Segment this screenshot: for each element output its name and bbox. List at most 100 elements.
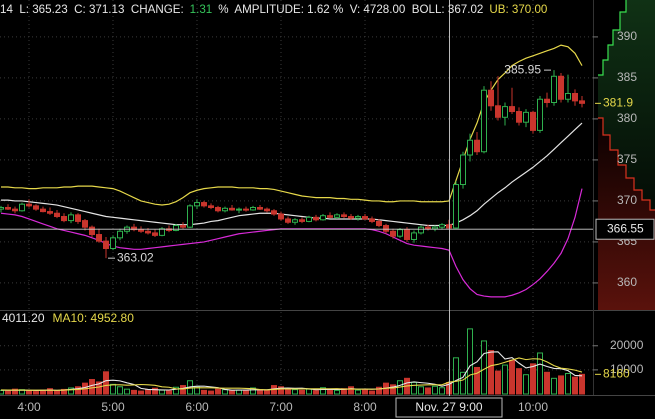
volume-header: 4011.20 bbox=[2, 311, 45, 325]
candle-body bbox=[453, 184, 459, 229]
candle-body bbox=[68, 214, 74, 222]
volume-bar bbox=[523, 374, 529, 395]
candle-body bbox=[89, 226, 95, 236]
candle-body bbox=[5, 206, 11, 210]
volume-bar bbox=[110, 383, 116, 395]
candle-body bbox=[467, 139, 473, 156]
volume-bar bbox=[131, 389, 137, 395]
volume-bar bbox=[551, 377, 557, 395]
header: 14 L: 365.23 C: 371.13 CHANGE: 1.31 % AMPL… bbox=[0, 2, 553, 18]
volume-bar bbox=[5, 390, 11, 395]
volume-bar bbox=[572, 376, 578, 395]
volume-bar bbox=[138, 390, 144, 395]
volume-bar bbox=[418, 386, 424, 395]
volume-bar bbox=[222, 389, 228, 395]
candle-body bbox=[432, 226, 438, 230]
x-tick-label: 10:00 bbox=[518, 400, 548, 414]
crosshair-time-label: Nov. 27 9:00 bbox=[415, 400, 482, 414]
candle-body bbox=[75, 214, 81, 222]
volume-bar bbox=[565, 373, 571, 395]
last-price-label: 381.9 bbox=[603, 96, 633, 110]
candle-body bbox=[502, 106, 508, 118]
y-tick-label: 375 bbox=[617, 152, 637, 166]
volume-bar bbox=[467, 328, 473, 395]
candle-body bbox=[362, 216, 368, 220]
volume-bar bbox=[180, 385, 186, 395]
volume-bar bbox=[348, 386, 354, 395]
high-annotation: 385.95 bbox=[504, 62, 541, 76]
volume-bar bbox=[411, 381, 417, 395]
candle-body bbox=[117, 230, 123, 239]
volume-bar bbox=[502, 364, 508, 395]
candle-body bbox=[383, 225, 389, 232]
candle-body bbox=[264, 208, 270, 212]
volume-bar bbox=[229, 389, 235, 395]
volume-bar bbox=[215, 388, 221, 395]
header-item: % AMPLITUDE: 1.62 % V: 4728.00 BOLL: 367… bbox=[218, 3, 484, 16]
candle-body bbox=[558, 75, 564, 100]
candle-body bbox=[96, 234, 102, 242]
candle-body bbox=[285, 218, 291, 223]
candle-body bbox=[397, 229, 403, 237]
candle-body bbox=[488, 89, 494, 107]
candle-body bbox=[229, 207, 235, 211]
candle-body bbox=[145, 230, 151, 234]
candle-body bbox=[474, 139, 480, 153]
low-annotation: 363.02 bbox=[117, 250, 154, 264]
volume-bar bbox=[313, 390, 319, 395]
candle-body bbox=[334, 214, 340, 218]
y-tick-label: 10000 bbox=[610, 362, 644, 376]
candle-body bbox=[19, 203, 25, 212]
y-tick-label: 360 bbox=[617, 275, 637, 289]
volume-bar bbox=[201, 389, 207, 395]
volume-bar bbox=[453, 357, 459, 395]
candle-body bbox=[425, 226, 431, 230]
candle-body bbox=[243, 208, 249, 211]
candle-body bbox=[152, 232, 158, 236]
volume-ma-line bbox=[0, 357, 583, 391]
volume-bar bbox=[327, 389, 333, 395]
volume-bar bbox=[579, 373, 585, 395]
candle-body bbox=[369, 218, 375, 222]
candle-body bbox=[12, 208, 18, 212]
last-volume-label: 8160 bbox=[603, 366, 630, 380]
volume-bar bbox=[390, 384, 396, 395]
candle-body bbox=[103, 240, 109, 249]
y-tick-label: 20000 bbox=[610, 338, 644, 352]
volume-bar bbox=[47, 388, 53, 395]
volume-bar bbox=[166, 390, 172, 395]
candle-body bbox=[292, 219, 298, 223]
volume-bar bbox=[474, 366, 480, 395]
candle-body bbox=[180, 225, 186, 228]
candle-body bbox=[194, 202, 200, 207]
candle-body bbox=[523, 111, 529, 123]
x-tick-label: 6:00 bbox=[185, 400, 209, 414]
candle-body bbox=[47, 211, 53, 214]
candle-body bbox=[411, 232, 417, 240]
volume-bar bbox=[334, 389, 340, 395]
candle-body bbox=[61, 216, 67, 222]
candle-body bbox=[565, 92, 571, 100]
volume-bar bbox=[250, 387, 256, 395]
candle-body bbox=[187, 205, 193, 228]
candle-body bbox=[313, 216, 319, 221]
indicator-line bbox=[0, 188, 583, 298]
candle-body bbox=[40, 208, 46, 213]
candle-body bbox=[208, 205, 214, 208]
candle-body bbox=[509, 106, 515, 113]
volume-bar bbox=[208, 390, 214, 395]
volume-bar bbox=[33, 391, 39, 395]
candle-body bbox=[306, 216, 312, 222]
crosshair-time-box bbox=[395, 397, 503, 418]
volume-bar bbox=[278, 386, 284, 395]
candle-body bbox=[320, 215, 326, 221]
header-item: UB: 370.00 bbox=[489, 3, 548, 16]
volume-bar bbox=[509, 359, 515, 395]
volume-bar bbox=[320, 387, 326, 395]
volume-bar bbox=[530, 363, 536, 395]
candle-body bbox=[348, 216, 354, 219]
candle-body bbox=[495, 105, 501, 118]
x-tick-label: 4:00 bbox=[17, 400, 41, 414]
candle-body bbox=[572, 92, 578, 102]
